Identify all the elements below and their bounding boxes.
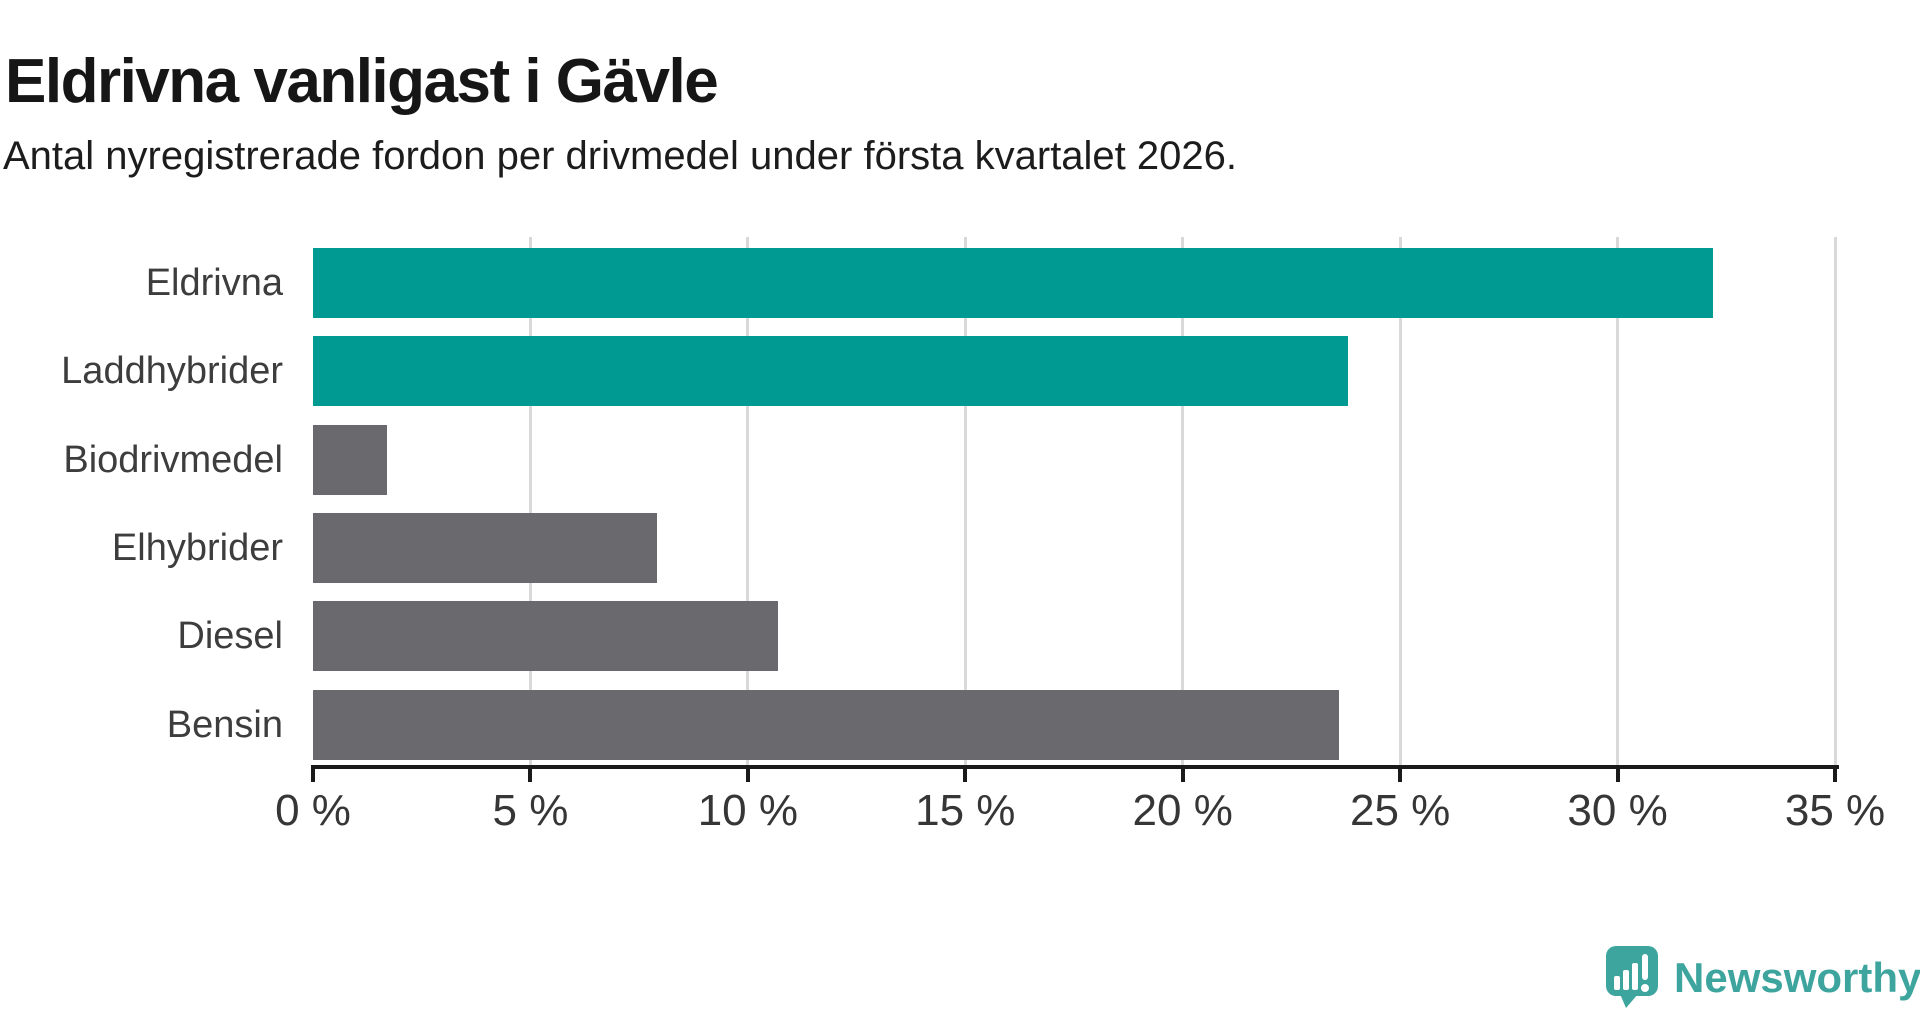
- page-title: Eldrivna vanligast i Gävle: [5, 46, 719, 116]
- tick-label: 0 %: [275, 786, 351, 835]
- category-label: Laddhybrider: [61, 350, 283, 393]
- category-label: Eldrivna: [145, 262, 283, 304]
- bar: [313, 689, 1340, 760]
- axis-tick: [963, 769, 968, 782]
- newsworthy-logo-icon: [1606, 946, 1658, 1008]
- category-label: Bensin: [166, 703, 283, 746]
- tick-label: 35 %: [1784, 786, 1886, 835]
- gridline: [1833, 237, 1837, 765]
- tick-label: 5 %: [492, 786, 569, 835]
- axis-tick: [311, 769, 315, 782]
- bar: [313, 601, 779, 672]
- axis-tick: [1180, 769, 1185, 782]
- gridline: [746, 237, 750, 765]
- newsworthy-logo-text: Newsworthy: [1674, 954, 1920, 1001]
- category-label: Elhybrider: [111, 527, 283, 569]
- axis-tick: [1398, 769, 1403, 782]
- gridline: [528, 237, 532, 765]
- chart-subtitle: Antal nyregistrerade fordon per drivmede…: [3, 134, 1238, 178]
- bar: [313, 336, 1348, 407]
- tick-label: 20 %: [1132, 786, 1233, 835]
- bar: [313, 424, 387, 495]
- axis-tick: [1833, 769, 1837, 782]
- gridline: [963, 237, 967, 765]
- tick-label: 25 %: [1349, 786, 1451, 835]
- axis-tick: [745, 769, 750, 782]
- newsworthy-logo: Newsworthy: [1606, 946, 1920, 1008]
- category-label: Biodrivmedel: [63, 438, 283, 481]
- category-label: Diesel: [177, 615, 283, 658]
- bar: [313, 248, 1714, 318]
- gridline: [1398, 237, 1402, 765]
- bar: [313, 513, 657, 583]
- x-axis-line: [311, 765, 1839, 769]
- gridline: [1181, 237, 1185, 765]
- tick-label: 15 %: [915, 786, 1016, 835]
- gridline: [1616, 237, 1620, 765]
- axis-tick: [1615, 769, 1620, 782]
- tick-label: 30 %: [1567, 786, 1668, 835]
- tick-label: 10 %: [697, 786, 798, 835]
- axis-tick: [528, 769, 533, 782]
